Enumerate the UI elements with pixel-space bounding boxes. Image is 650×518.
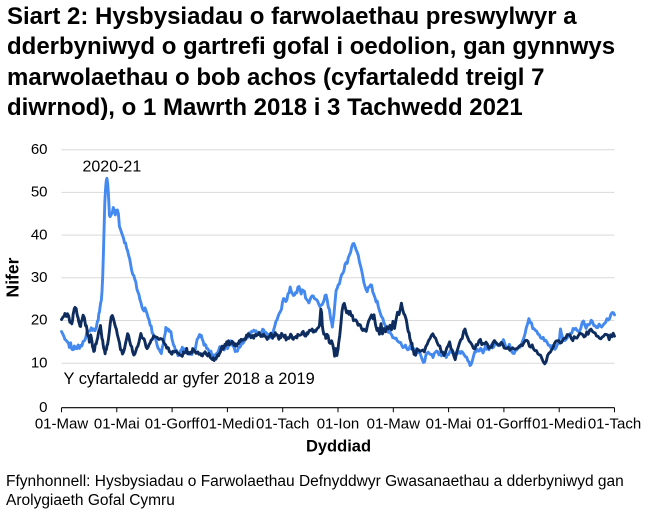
svg-text:Nifer: Nifer: [3, 257, 23, 297]
svg-text:01-Gorff: 01-Gorff: [145, 416, 201, 433]
svg-text:30: 30: [31, 269, 48, 286]
svg-text:40: 40: [31, 226, 48, 243]
svg-text:01-Gorff: 01-Gorff: [477, 416, 533, 433]
svg-text:Dyddiad: Dyddiad: [306, 437, 371, 455]
svg-text:01-Mai: 01-Mai: [94, 416, 140, 433]
svg-text:0: 0: [39, 399, 47, 416]
svg-text:2020-21: 2020-21: [83, 159, 142, 176]
svg-text:01-Tach: 01-Tach: [256, 416, 309, 433]
svg-text:01-Ion: 01-Ion: [317, 416, 360, 433]
svg-text:01-Maw: 01-Maw: [35, 416, 89, 433]
svg-text:10: 10: [31, 354, 48, 371]
svg-text:Y cyfartaledd ar gyfer 2018 a: Y cyfartaledd ar gyfer 2018 a 2019: [64, 370, 315, 388]
svg-text:01-Mai: 01-Mai: [426, 416, 472, 433]
svg-text:01-Maw: 01-Maw: [367, 416, 421, 433]
svg-text:01-Medi: 01-Medi: [200, 416, 254, 433]
svg-text:50: 50: [31, 184, 48, 201]
svg-text:20: 20: [31, 312, 48, 329]
svg-text:60: 60: [31, 141, 48, 158]
svg-text:01-Medi: 01-Medi: [532, 416, 586, 433]
svg-text:01-Tach: 01-Tach: [588, 416, 641, 433]
